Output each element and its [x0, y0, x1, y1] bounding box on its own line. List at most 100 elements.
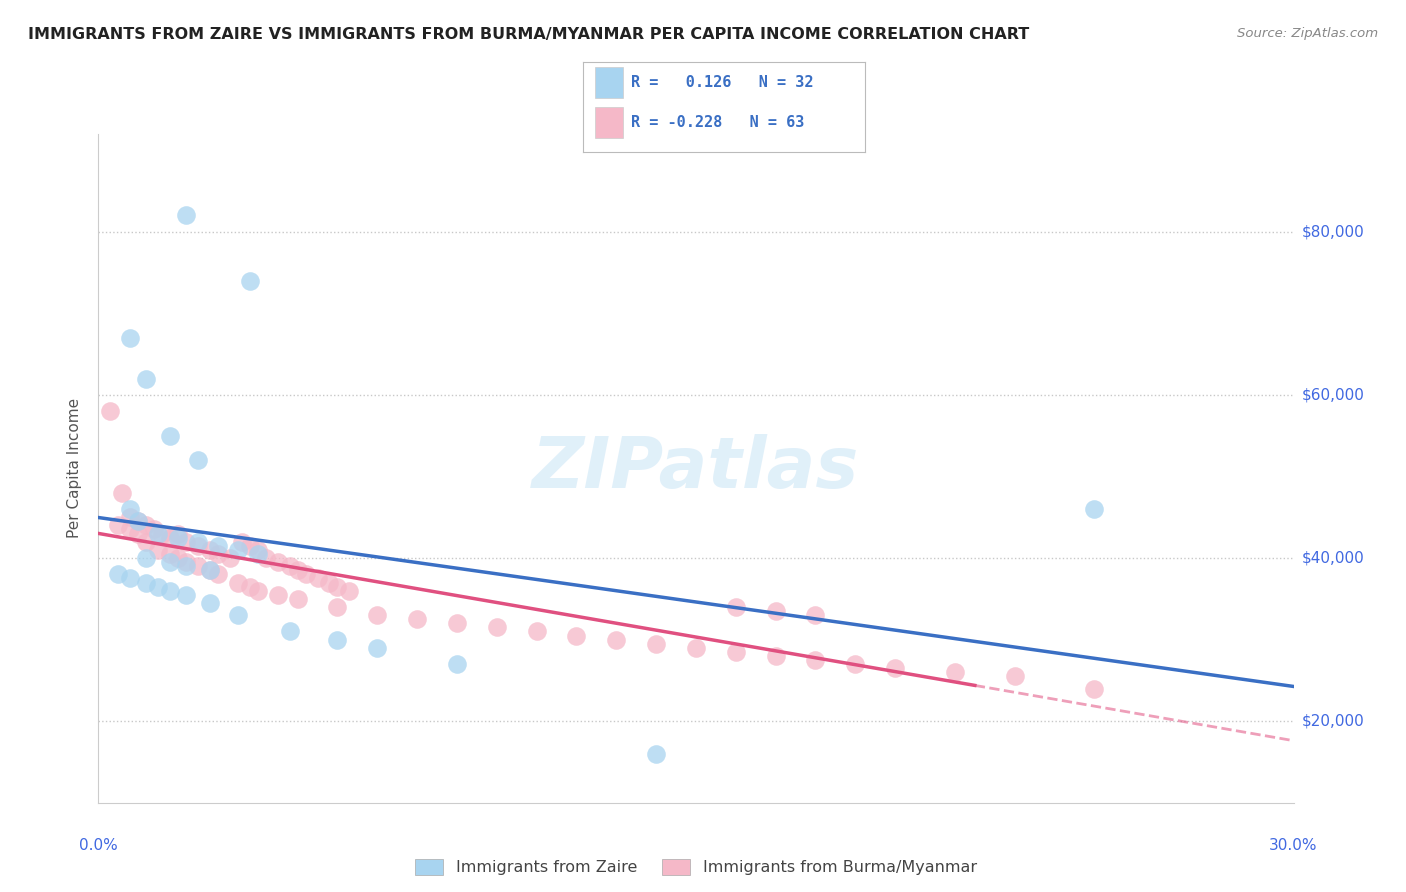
- Point: [198, 563, 221, 577]
- Point: [366, 608, 388, 623]
- Point: [278, 624, 301, 639]
- Point: [339, 583, 360, 598]
- Point: [159, 583, 181, 598]
- Point: [207, 567, 229, 582]
- Point: [198, 563, 221, 577]
- Point: [943, 665, 966, 680]
- Point: [326, 599, 349, 614]
- Point: [219, 551, 242, 566]
- Point: [239, 580, 262, 594]
- Point: [127, 526, 149, 541]
- Point: [135, 534, 157, 549]
- Point: [804, 608, 827, 623]
- Point: [135, 551, 157, 566]
- Bar: [595, 67, 623, 98]
- Point: [127, 514, 149, 528]
- Point: [645, 637, 668, 651]
- Point: [187, 539, 209, 553]
- Point: [446, 616, 468, 631]
- Point: [174, 559, 197, 574]
- Point: [1004, 669, 1026, 683]
- Point: [226, 542, 249, 557]
- Point: [645, 747, 668, 761]
- Point: [198, 542, 221, 557]
- Point: [148, 580, 170, 594]
- Text: 0.0%: 0.0%: [79, 838, 118, 854]
- Point: [318, 575, 340, 590]
- Point: [307, 571, 329, 585]
- Point: [174, 534, 197, 549]
- Point: [226, 608, 249, 623]
- Point: [804, 653, 827, 667]
- Text: Source: ZipAtlas.com: Source: ZipAtlas.com: [1237, 27, 1378, 40]
- Point: [148, 526, 170, 541]
- Point: [159, 555, 181, 569]
- Point: [239, 274, 262, 288]
- Point: [207, 547, 229, 561]
- Point: [287, 591, 309, 606]
- Text: ZIPatlas: ZIPatlas: [533, 434, 859, 503]
- Point: [565, 629, 588, 643]
- Point: [231, 534, 253, 549]
- Text: 30.0%: 30.0%: [1270, 838, 1317, 854]
- Point: [127, 514, 149, 528]
- Y-axis label: Per Capita Income: Per Capita Income: [67, 398, 83, 539]
- Text: $80,000: $80,000: [1302, 224, 1365, 239]
- Point: [135, 371, 157, 385]
- Point: [267, 555, 290, 569]
- Point: [98, 404, 122, 418]
- Point: [111, 485, 134, 500]
- Point: [120, 571, 142, 585]
- Point: [150, 526, 173, 541]
- Point: [884, 661, 907, 675]
- Point: [765, 648, 787, 663]
- Text: $40,000: $40,000: [1302, 550, 1365, 566]
- Point: [246, 547, 269, 561]
- Point: [685, 640, 707, 655]
- Legend: Immigrants from Zaire, Immigrants from Burma/Myanmar: Immigrants from Zaire, Immigrants from B…: [408, 853, 984, 882]
- Point: [1083, 681, 1105, 696]
- Point: [1083, 502, 1105, 516]
- Point: [239, 539, 262, 553]
- Text: IMMIGRANTS FROM ZAIRE VS IMMIGRANTS FROM BURMA/MYANMAR PER CAPITA INCOME CORRELA: IMMIGRANTS FROM ZAIRE VS IMMIGRANTS FROM…: [28, 27, 1029, 42]
- Point: [246, 583, 269, 598]
- Point: [326, 632, 349, 647]
- Point: [120, 510, 142, 524]
- Point: [120, 331, 142, 345]
- Point: [174, 208, 197, 222]
- Point: [187, 559, 209, 574]
- Point: [159, 531, 181, 545]
- Point: [605, 632, 627, 647]
- Bar: [595, 107, 623, 138]
- Text: R = -0.228   N = 63: R = -0.228 N = 63: [631, 115, 804, 130]
- Text: R =   0.126   N = 32: R = 0.126 N = 32: [631, 75, 814, 90]
- Point: [167, 531, 190, 545]
- Point: [526, 624, 548, 639]
- Point: [485, 620, 508, 634]
- Point: [724, 645, 747, 659]
- Point: [267, 588, 290, 602]
- Text: $60,000: $60,000: [1302, 387, 1365, 402]
- Point: [254, 551, 277, 566]
- Point: [287, 563, 309, 577]
- Point: [135, 518, 157, 533]
- Text: $20,000: $20,000: [1302, 714, 1365, 729]
- Point: [207, 539, 229, 553]
- Point: [226, 575, 249, 590]
- Point: [198, 596, 221, 610]
- Point: [278, 559, 301, 574]
- Point: [107, 567, 129, 582]
- Point: [143, 523, 166, 537]
- Point: [167, 551, 190, 566]
- Point: [107, 518, 129, 533]
- Point: [187, 534, 209, 549]
- Point: [174, 588, 197, 602]
- Point: [366, 640, 388, 655]
- Point: [187, 453, 209, 467]
- Point: [294, 567, 316, 582]
- Point: [844, 657, 866, 672]
- Point: [159, 428, 181, 442]
- Point: [406, 612, 429, 626]
- Point: [174, 555, 197, 569]
- Point: [246, 542, 269, 557]
